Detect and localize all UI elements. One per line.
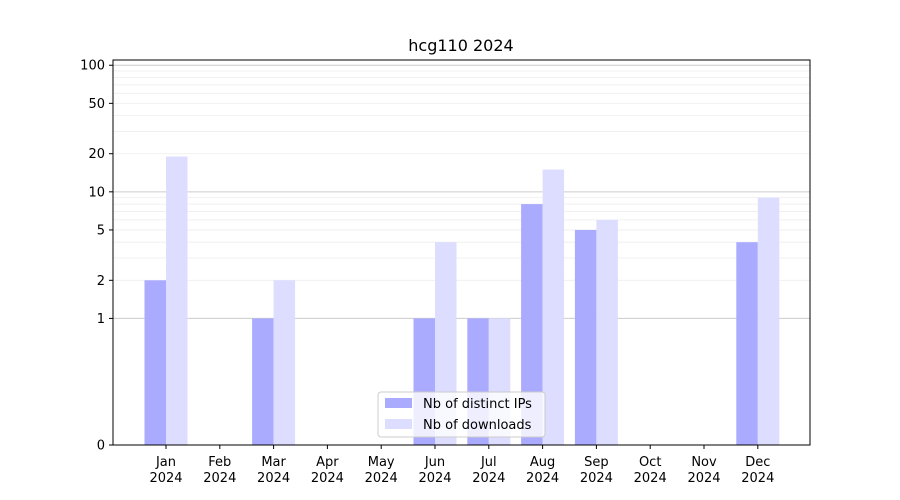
y-axis: 0 1 2 5 10 20 50 100: [80, 59, 113, 454]
legend-swatch: [385, 398, 412, 408]
bar-downloads-mar: [273, 280, 296, 445]
x-tick-label-year: 2024: [634, 471, 667, 486]
bar-ips-dec: [736, 242, 758, 445]
x-tick-label-year: 2024: [580, 471, 613, 486]
bar-downloads-sep: [596, 219, 618, 445]
x-tick-label-month: Sep: [584, 455, 609, 470]
legend: Nb of distinct IPs Nb of downloads: [377, 391, 546, 438]
x-tick-label-year: 2024: [741, 471, 774, 486]
bar-downloads-jan: [166, 156, 188, 446]
legend-label: Nb of downloads: [423, 418, 532, 433]
x-tick-label-month: Jan: [155, 455, 176, 470]
x-tick-label-month: Oct: [639, 455, 661, 470]
x-tick-label-month: May: [368, 455, 395, 470]
x-tick-label-month: Dec: [745, 455, 770, 470]
y-tick-label: 20: [88, 147, 105, 162]
x-tick-label-year: 2024: [257, 471, 290, 486]
x-axis: Jan2024Feb2024Mar2024Apr2024May2024Jun20…: [149, 445, 774, 486]
x-tick-label-year: 2024: [149, 471, 182, 486]
x-tick-label-month: Mar: [261, 455, 286, 470]
y-tick-label: 1: [97, 312, 105, 327]
y-tick-label: 10: [88, 185, 105, 200]
bar-ips-aug: [521, 204, 543, 445]
chart-title: hcg110 2024: [408, 36, 513, 55]
x-tick-label-month: Jul: [480, 455, 497, 470]
plot-frame: [112, 59, 811, 446]
bar-downloads-dec: [757, 197, 780, 445]
bars: [144, 156, 780, 446]
x-tick-label-year: 2024: [418, 471, 451, 486]
bar-ips-mar: [252, 318, 274, 445]
y-tick-label: 100: [80, 59, 105, 74]
x-tick-label-year: 2024: [311, 471, 344, 486]
y-tick-label: 50: [88, 97, 105, 112]
x-tick-label-year: 2024: [526, 471, 559, 486]
x-tick-label-month: Aug: [530, 455, 555, 470]
y-tick-label: 0: [97, 439, 105, 454]
x-tick-label-month: Apr: [316, 455, 339, 470]
y-tick-label: 2: [97, 274, 105, 289]
x-tick-label-month: Jun: [424, 455, 445, 470]
x-tick-label-year: 2024: [687, 471, 720, 486]
legend-swatch: [385, 419, 412, 429]
x-tick-label-year: 2024: [365, 471, 398, 486]
legend-label: Nb of distinct IPs: [423, 397, 532, 412]
x-tick-label-year: 2024: [203, 471, 236, 486]
bar-ips-jan: [144, 280, 166, 445]
bar-downloads-aug: [542, 169, 565, 445]
x-tick-label-month: Feb: [208, 455, 231, 470]
grid-lines: [113, 64, 810, 319]
x-tick-label-month: Nov: [691, 455, 717, 470]
bar-ips-sep: [574, 229, 597, 445]
legend-box: [377, 391, 546, 438]
x-tick-label-year: 2024: [472, 471, 505, 486]
y-tick-label: 5: [97, 223, 105, 238]
